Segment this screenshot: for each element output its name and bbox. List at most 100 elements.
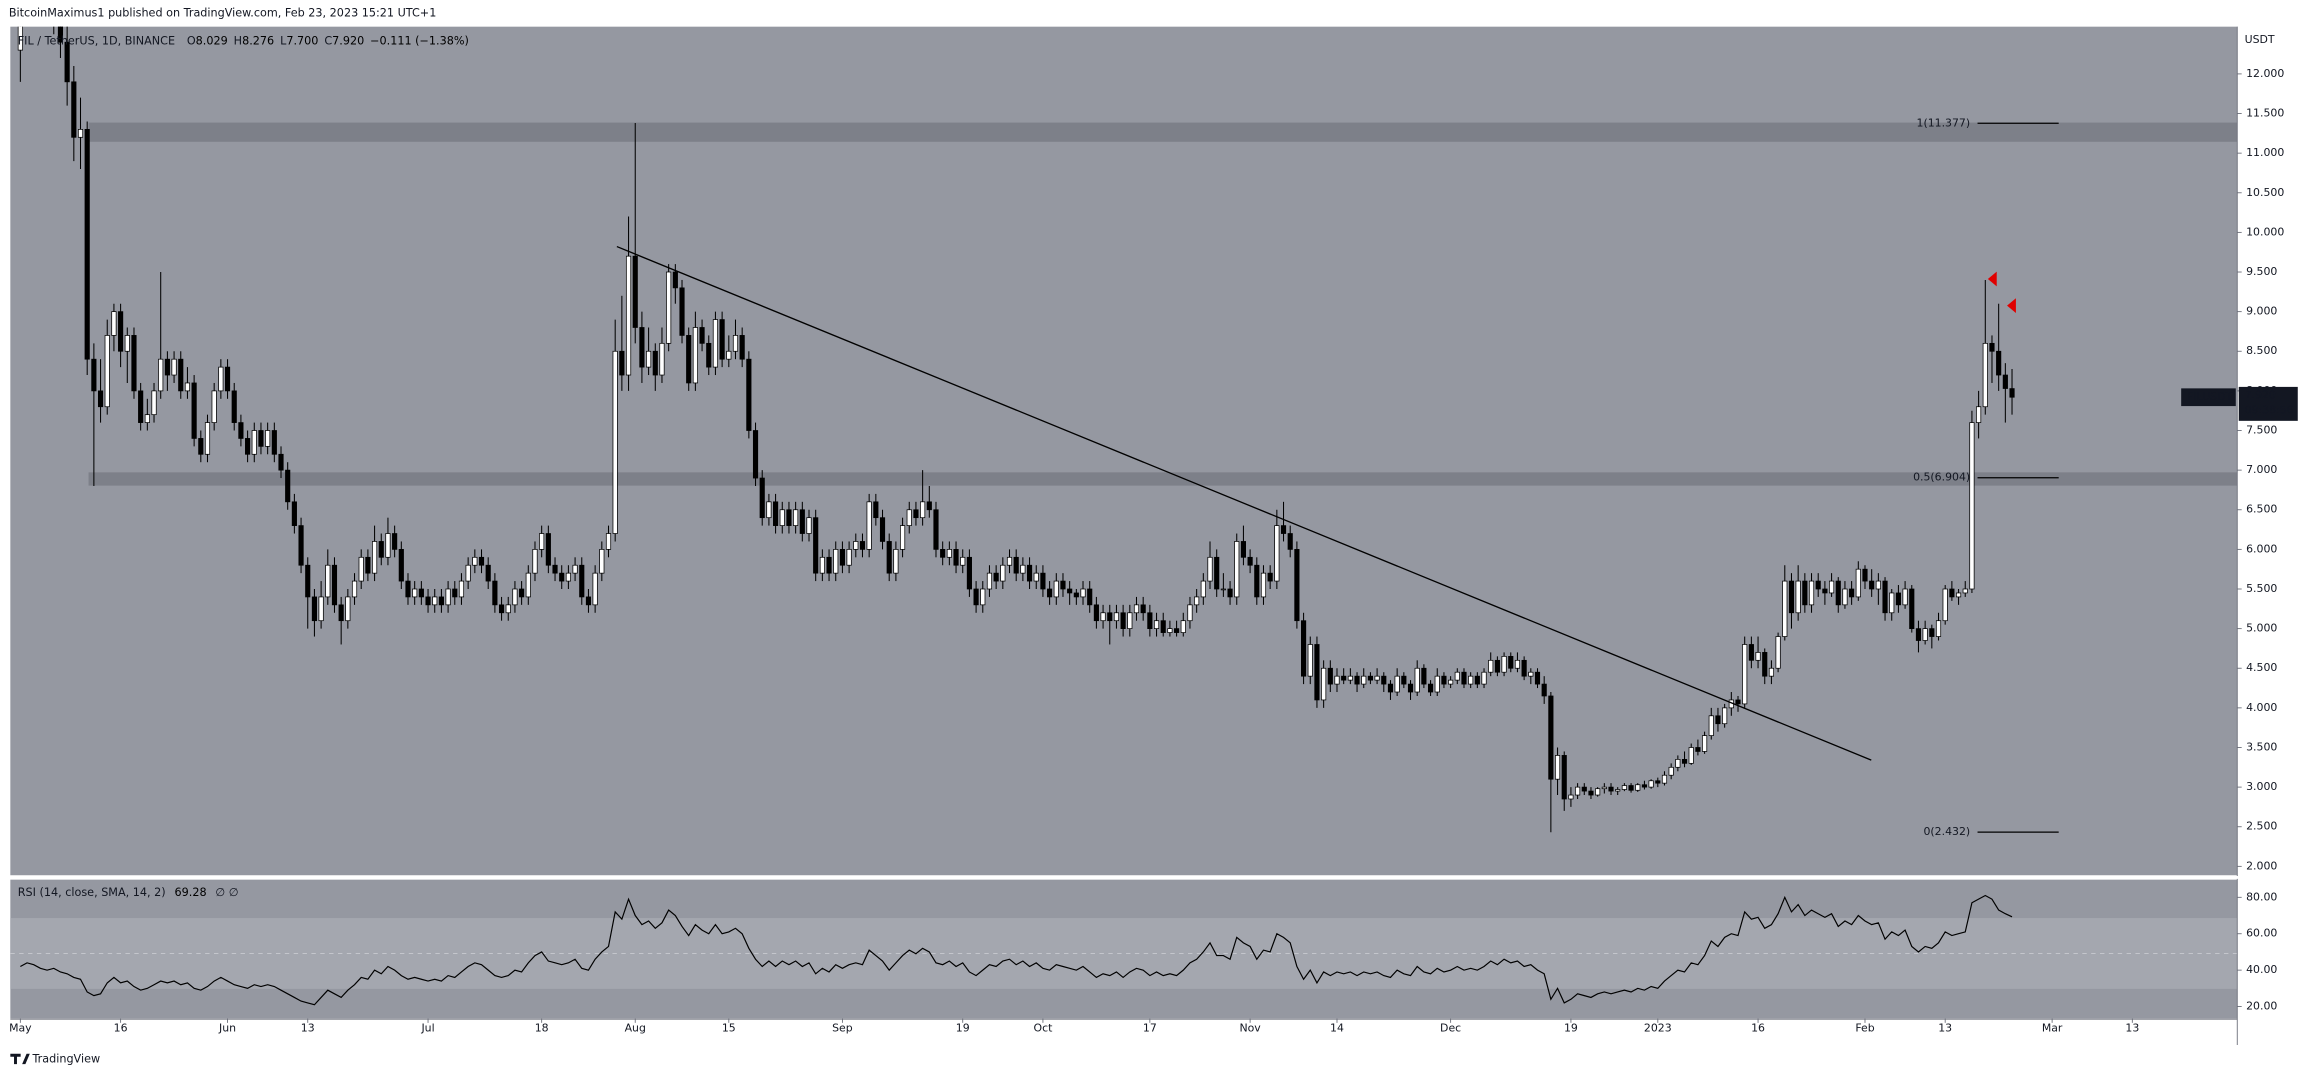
y-tick-label: 5.000 (2246, 622, 2277, 635)
candle-body (1481, 671, 1487, 685)
resistance-zone (88, 122, 2238, 142)
footer-brand: TradingView (31, 1053, 100, 1066)
candle-body (1120, 612, 1126, 629)
candle-body (619, 350, 625, 376)
candle-body (1407, 683, 1414, 693)
candle-body (1989, 342, 1995, 352)
candle-body (1387, 683, 1394, 693)
candle-body (1347, 675, 1353, 681)
candle-body (485, 564, 491, 582)
candle-body (211, 390, 217, 423)
candle-body (1167, 628, 1173, 633)
candle-body (1093, 604, 1099, 622)
candle-body (144, 414, 150, 423)
candle-body (786, 509, 792, 526)
candle-body (1287, 533, 1293, 550)
candle-body (1107, 612, 1113, 622)
candle-body (1341, 675, 1347, 681)
candle-body (1561, 755, 1567, 800)
candle-body (1635, 784, 1641, 791)
y-tick-label: 4.500 (2246, 661, 2277, 674)
candle-body (265, 430, 271, 447)
candle-body (111, 311, 117, 336)
candle-body (1247, 556, 1253, 566)
candle-body (338, 604, 344, 622)
footer-logo (10, 1053, 30, 1065)
candle-body (686, 335, 692, 384)
candle-body (752, 430, 759, 479)
y-tick-label: 7.500 (2246, 424, 2277, 437)
candle-body (1722, 707, 1728, 725)
candle-body (1174, 628, 1180, 633)
candle-body (1267, 572, 1273, 582)
candle-body (1768, 667, 1774, 677)
candle-body (1835, 580, 1841, 606)
y-tick-label: 6.500 (2246, 503, 2277, 516)
price-tag-bg (2238, 386, 2298, 421)
candle-body (1621, 785, 1627, 790)
candle-body (1220, 588, 1226, 591)
rsi-tick-label: 40.00 (2246, 963, 2277, 976)
candle-body (1568, 794, 1574, 800)
candle-body (1949, 588, 1955, 598)
candle-body (1996, 350, 2002, 376)
candle-body (1280, 525, 1287, 534)
candle-body (1795, 580, 1801, 614)
candle-body (1494, 659, 1500, 673)
candle-body (1875, 580, 1881, 590)
candle-body (1588, 790, 1594, 796)
candle-body (1200, 580, 1206, 598)
candle-body (1140, 604, 1146, 614)
y-tick-label: 2.000 (2246, 859, 2277, 872)
candle-body (184, 382, 191, 392)
candle-body (1869, 580, 1875, 590)
candle-body (1314, 644, 1320, 701)
candle-body (77, 129, 84, 138)
candle-body (1889, 592, 1895, 614)
candle-body (365, 556, 371, 574)
y-tick-label: 11.500 (2246, 107, 2284, 120)
candle-body (1688, 747, 1694, 764)
candle-body (71, 81, 77, 138)
candle-body (1822, 588, 1828, 594)
candle-body (311, 596, 318, 622)
candle-body (1307, 644, 1313, 677)
candle-body (1595, 788, 1601, 796)
candle-body (913, 509, 919, 519)
candle-body (245, 438, 251, 455)
quote-change: −0.111 (−1.38%) (370, 34, 469, 47)
candle-body (251, 430, 257, 455)
candle-body (378, 541, 384, 558)
fib-label: 1(11.377) (1917, 116, 1971, 129)
candle-body (1528, 671, 1534, 677)
candle-body (940, 549, 946, 558)
price-tag: 7.920 (2245, 389, 2276, 402)
candle-body (793, 509, 799, 526)
candle-body (124, 335, 130, 352)
candle-body (592, 572, 598, 606)
trend-line (616, 245, 1872, 761)
candle-body (204, 422, 211, 455)
candle-body (1808, 580, 1815, 606)
candle-body (1381, 675, 1387, 685)
symbol-header: FIL / TetherUS, 1D, BINANCE O8.029 H8.276 L… (18, 34, 469, 47)
candle-body (291, 501, 297, 526)
candle-body (231, 390, 237, 423)
candle-body (271, 430, 277, 455)
candle-body (565, 572, 571, 582)
candle-body (238, 422, 244, 439)
rejection-arrow (1987, 271, 1997, 287)
candle-body (1374, 675, 1380, 681)
candle-body (1434, 675, 1440, 693)
candle-body (1742, 644, 1748, 705)
candle-body (1521, 659, 1527, 677)
rsi-band (10, 918, 2238, 989)
quote-key: O (187, 34, 196, 47)
candle-body (512, 588, 518, 606)
candle-body (1394, 675, 1400, 693)
symbol-tag: FILUSDT (2187, 390, 2232, 403)
candle-body (118, 311, 124, 352)
candle-body (1334, 675, 1340, 685)
rsi-extra: ∅ ∅ (215, 886, 238, 899)
